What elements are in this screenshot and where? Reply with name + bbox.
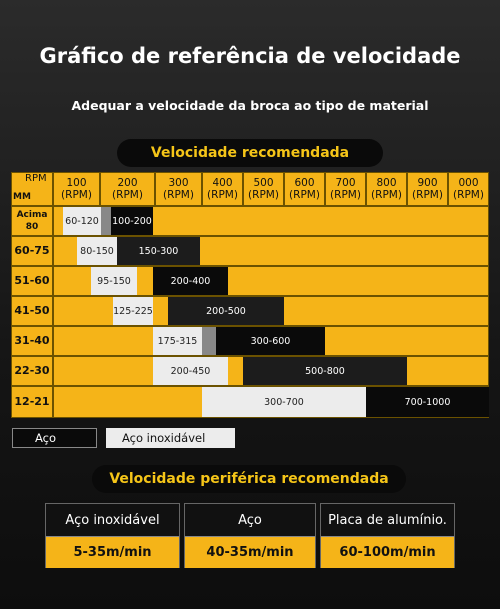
row-label: Acima 80 — [11, 206, 53, 236]
steel-range: 100-200 — [111, 207, 153, 235]
column-header: 800 (RPM) — [366, 172, 407, 206]
row-label: 41-50 — [11, 296, 53, 326]
steel-range: 200-400 — [153, 267, 228, 295]
row-band — [53, 326, 489, 356]
stainless-range: 300-700 — [202, 387, 366, 417]
card-speed: 40-35m/min — [185, 537, 315, 568]
steel-range: 700-1000 — [366, 387, 489, 417]
corner-rpm: RPM — [25, 173, 47, 184]
card-speed: 5-35m/min — [46, 537, 179, 568]
row-band — [53, 206, 489, 236]
row-band — [53, 236, 489, 266]
stainless-range: 200-450 — [153, 357, 228, 385]
card-material: Placa de alumínio. — [321, 504, 454, 537]
steel-range: 200-500 — [168, 297, 284, 325]
corner-mm: MM — [13, 192, 31, 202]
card: Aço 40-35m/min — [184, 503, 316, 568]
steel-range: 300-600 — [216, 327, 325, 355]
column-header: 400 (RPM) — [202, 172, 243, 206]
row-label: 51-60 — [11, 266, 53, 296]
overlap — [101, 207, 111, 235]
column-header: 100 (RPM) — [53, 172, 100, 206]
column-header: 300 (RPM) — [155, 172, 202, 206]
stainless-range: 175-315 — [153, 327, 202, 355]
stainless-range: 125-225 — [113, 297, 153, 325]
overlap — [202, 327, 216, 355]
column-header: 900 (RPM) — [407, 172, 448, 206]
section-heading: Velocidade recomendada — [117, 139, 383, 167]
row-band — [53, 356, 489, 386]
stainless-range: 95-150 — [91, 267, 137, 295]
speed-table: RPM MM 100 (RPM) 200 (RPM) 300 (RPM) 400 (RPM… — [11, 172, 489, 418]
card-material: Aço — [185, 504, 315, 537]
row-label: 60-75 — [11, 236, 53, 266]
column-header: 200 (RPM) — [100, 172, 155, 206]
row-band — [53, 266, 489, 296]
stainless-range: 80-150 — [77, 237, 117, 265]
column-header: 600 (RPM) — [284, 172, 325, 206]
row-label: 12-21 — [11, 386, 53, 418]
column-header: 000 (RPM) — [448, 172, 489, 206]
column-header: 500 (RPM) — [243, 172, 284, 206]
column-header: 700 (RPM) — [325, 172, 366, 206]
card: Aço inoxidável 5-35m/min — [45, 503, 180, 568]
section-heading: Velocidade periférica recomendada — [92, 465, 406, 493]
card: Placa de alumínio. 60-100m/min — [320, 503, 455, 568]
steel-range: 150-300 — [117, 237, 200, 265]
corner — [11, 172, 53, 206]
legend-steel: Aço — [12, 428, 97, 448]
subtitle: Adequar a velocidade da broca ao tipo de… — [71, 98, 429, 113]
card-material: Aço inoxidável — [46, 504, 179, 537]
row-label: 22-30 — [11, 356, 53, 386]
title: Gráfico de referência de velocidade — [39, 44, 461, 68]
stainless-range: 60-120 — [63, 207, 101, 235]
row-label: 31-40 — [11, 326, 53, 356]
steel-range: 500-800 — [243, 357, 407, 385]
card-speed: 60-100m/min — [321, 537, 454, 568]
row-band — [53, 296, 489, 326]
legend-stainless: Aço inoxidável — [106, 428, 235, 448]
